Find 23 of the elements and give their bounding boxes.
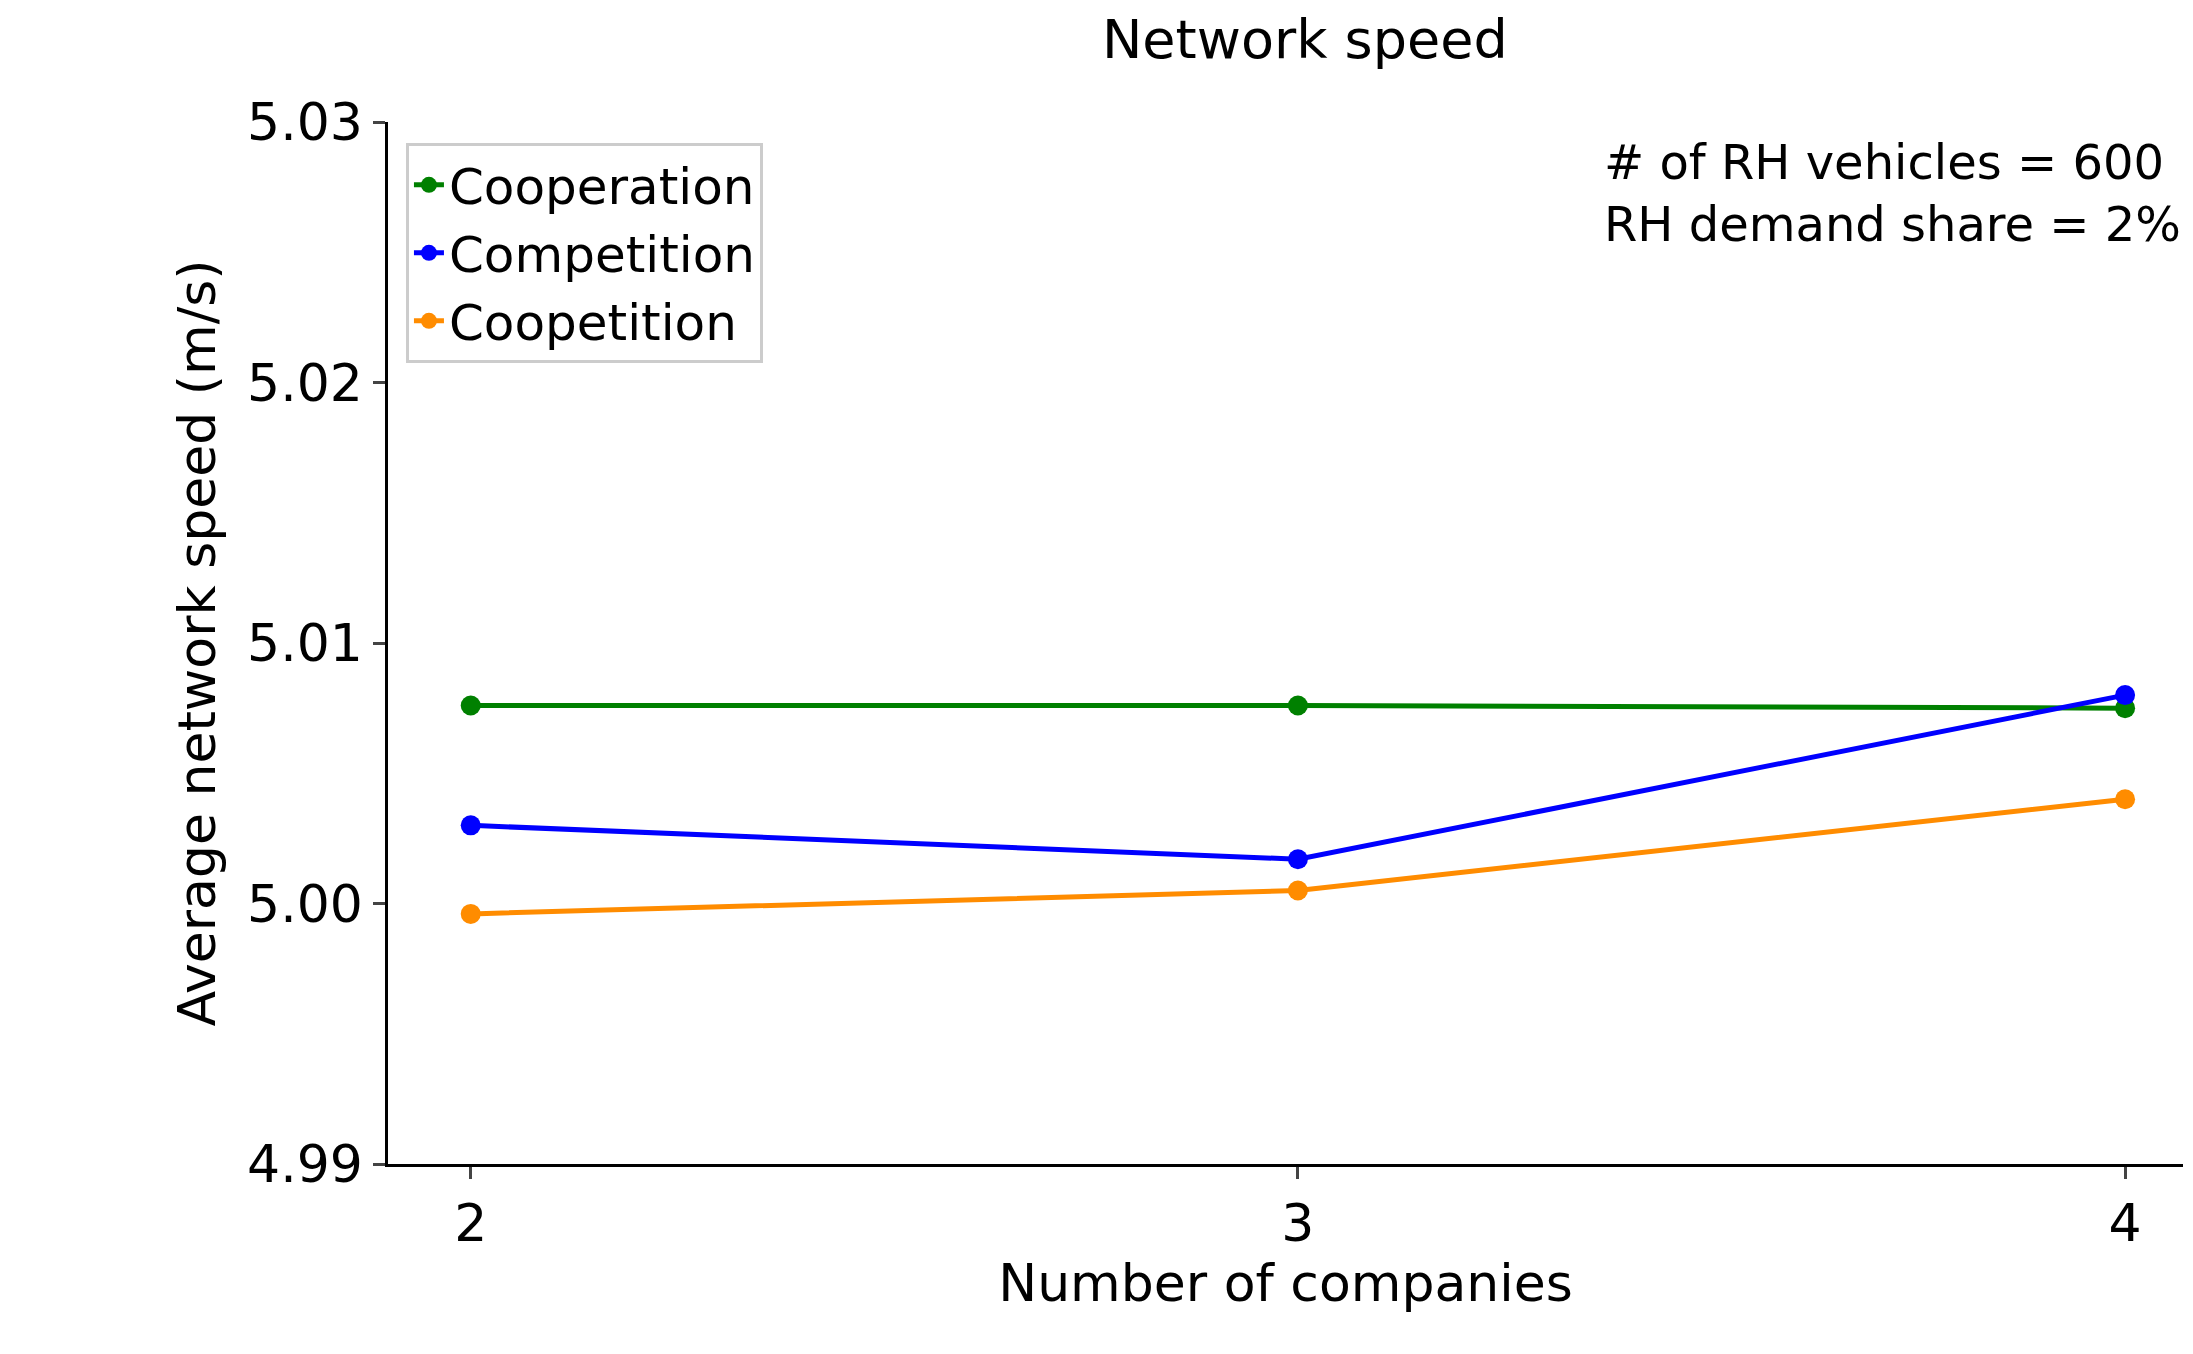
point [1287, 695, 1308, 716]
x-tick-label: 4 [2108, 1193, 2142, 1254]
chart-title: Network speed [1101, 8, 1508, 72]
y-tick-label: 4.99 [247, 1134, 363, 1195]
x-tick-label: 3 [1281, 1193, 1315, 1254]
y-tick-label: 5.02 [247, 352, 363, 413]
point [1287, 880, 1308, 901]
annotation: # of RH vehicles = 600 RH demand share = 2% [1604, 134, 2181, 253]
y-tick-label: 5.03 [247, 92, 363, 153]
x-axis-title: Number of companies [998, 1253, 1573, 1314]
y-tick-label: 5.00 [247, 873, 363, 934]
x-tick-label: 2 [454, 1193, 488, 1254]
point [2115, 789, 2136, 810]
y-tick-label: 5.01 [247, 613, 363, 674]
legend-label: Competition [448, 226, 755, 285]
legend-label: Cooperation [448, 158, 755, 217]
point [460, 903, 481, 924]
y-axis-title: Average network speed (m/s) [167, 259, 228, 1027]
point [1287, 849, 1308, 870]
point [460, 815, 481, 836]
point [2115, 685, 2136, 706]
point [460, 695, 481, 716]
legend-label: Coopetition [448, 294, 737, 353]
